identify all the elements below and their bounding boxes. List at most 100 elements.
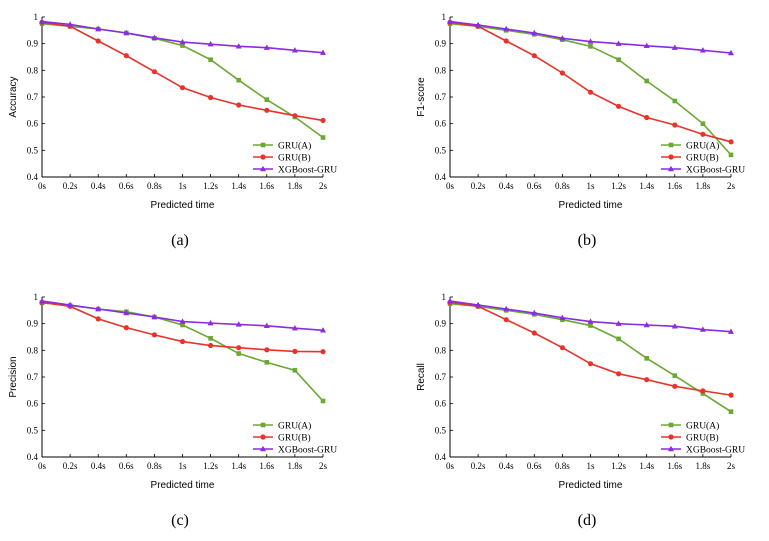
data-point: [263, 322, 270, 328]
chart-panel-4: 0.4 0.5 0.6 0.7 0.8 0.9 1 0s 0.2s 0.4s 0.6s 0.8s 1s 1…: [416, 292, 745, 491]
data-point: [236, 351, 241, 356]
data-point: [235, 321, 242, 327]
x-tick-label: 2s: [319, 461, 328, 471]
data-point: [151, 69, 157, 75]
data-point: [700, 388, 706, 394]
legend-marker: [668, 445, 674, 452]
x-tick-label: 0.4s: [91, 461, 106, 471]
data-point: [700, 121, 706, 126]
y-tick-label: 1: [34, 12, 39, 22]
data-point: [151, 313, 158, 320]
data-point: [503, 317, 509, 323]
data-point: [559, 345, 566, 351]
x-tick-label: 0.2s: [471, 461, 486, 471]
y-tick-label: 0.9: [27, 39, 39, 49]
x-tick-label: 0.4s: [499, 181, 514, 191]
y-tick-label: 1: [442, 12, 447, 22]
y-tick-label: 0.6: [435, 399, 447, 409]
series-gru-b-: [447, 299, 734, 398]
legend-label: XGBoost-GRU: [686, 446, 745, 456]
y-tick-label: 0.6: [435, 119, 447, 129]
x-tick-label: 1.2s: [203, 461, 218, 471]
data-point: [672, 122, 678, 128]
legend-marker: [668, 422, 674, 428]
series-line: [41, 20, 324, 54]
x-tick-label: 1.4s: [231, 461, 246, 471]
x-tick-label: 1.6s: [259, 181, 274, 191]
data-point: [179, 338, 186, 345]
data-point: [320, 327, 326, 333]
data-point: [616, 57, 621, 62]
data-point: [95, 305, 102, 312]
x-tick-label: 1.2s: [203, 181, 218, 191]
x-tick-label: 0.8s: [147, 181, 162, 191]
legend-label: GRU(A): [278, 141, 311, 152]
data-point: [728, 409, 734, 414]
y-tick-label: 0.7: [27, 372, 39, 382]
x-tick-label: 0s: [38, 181, 47, 191]
data-point: [264, 347, 270, 353]
legend-marker: [260, 434, 266, 440]
series-xgboost-gru: [447, 297, 734, 334]
legend-marker: [668, 142, 674, 148]
y-tick-label: 0.8: [435, 345, 447, 355]
data-point: [587, 38, 594, 44]
x-tick-label: 0.2s: [471, 181, 486, 191]
data-point: [728, 49, 734, 56]
y-tick-label: 0.5: [435, 425, 447, 435]
data-point: [67, 301, 74, 308]
legend-marker: [260, 422, 266, 428]
x-tick-label: 0.4s: [499, 461, 514, 471]
series-gru-a-: [39, 300, 326, 404]
data-point: [264, 107, 270, 113]
data-point: [475, 301, 482, 308]
data-point: [447, 18, 453, 24]
data-point: [531, 330, 537, 336]
data-point: [728, 139, 734, 145]
data-point: [179, 85, 186, 91]
data-point: [503, 38, 509, 44]
legend: GRU(A)GRU(B) XGBoost-GRU: [661, 141, 745, 176]
data-point: [615, 40, 622, 46]
x-tick-label: 1.4s: [231, 181, 246, 191]
x-tick-label: 0.4s: [91, 181, 106, 191]
legend-label: GRU(B): [686, 433, 719, 444]
data-point: [236, 345, 242, 351]
data-point: [671, 44, 678, 50]
data-point: [643, 42, 650, 48]
data-point: [235, 43, 242, 49]
data-point: [559, 70, 566, 76]
x-tick-label: 0.6s: [527, 181, 542, 191]
panel-caption: (d): [578, 512, 597, 529]
y-tick-label: 0.7: [435, 92, 447, 102]
x-tick-label: 2s: [319, 181, 328, 191]
data-point: [616, 371, 622, 377]
data-point: [320, 135, 326, 140]
x-axis-label: Predicted time: [151, 200, 215, 211]
x-tick-label: 0.6s: [527, 461, 542, 471]
data-point: [292, 348, 298, 354]
data-point: [700, 131, 706, 137]
data-point: [320, 49, 326, 55]
y-tick-label: 0.8: [435, 65, 447, 75]
data-point: [291, 47, 298, 53]
data-point: [292, 368, 298, 373]
y-tick-label: 1: [442, 292, 447, 302]
y-tick-label: 0.5: [27, 145, 39, 155]
x-tick-label: 1.4s: [639, 461, 654, 471]
data-point: [700, 391, 706, 396]
data-point: [179, 38, 186, 45]
data-point: [644, 377, 650, 383]
data-point: [179, 318, 186, 324]
data-point: [263, 44, 270, 50]
data-point: [728, 392, 734, 398]
data-point: [728, 328, 734, 334]
data-point: [123, 325, 129, 331]
y-axis-label: Accuracy: [8, 76, 19, 117]
data-point: [95, 38, 101, 44]
legend-label: GRU(B): [278, 153, 311, 164]
data-point: [207, 41, 214, 47]
y-tick-label: 0.9: [27, 319, 39, 329]
data-point: [67, 21, 74, 27]
